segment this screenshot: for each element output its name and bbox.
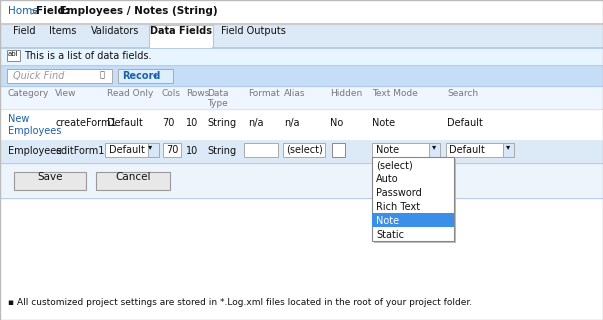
Bar xyxy=(149,25,213,47)
Bar xyxy=(163,143,181,157)
Bar xyxy=(14,172,86,190)
Text: String: String xyxy=(207,118,236,128)
Text: Save: Save xyxy=(37,172,63,182)
Text: Data Fields: Data Fields xyxy=(150,26,212,36)
Text: 10: 10 xyxy=(186,118,198,128)
Bar xyxy=(0,47,603,48)
Text: editForm1: editForm1 xyxy=(55,146,104,156)
Bar xyxy=(0,141,603,163)
Text: Field Outputs: Field Outputs xyxy=(221,26,285,36)
Text: Cols: Cols xyxy=(162,89,181,98)
Bar xyxy=(372,213,454,227)
Text: Quick Find: Quick Find xyxy=(13,71,65,81)
Text: Record: Record xyxy=(122,71,160,81)
Bar xyxy=(0,140,603,141)
Bar xyxy=(503,143,514,157)
Text: ▾: ▾ xyxy=(148,142,152,151)
Bar xyxy=(7,50,20,61)
Bar xyxy=(7,69,112,83)
Text: No: No xyxy=(330,118,343,128)
Text: Rich Text: Rich Text xyxy=(376,202,420,212)
Text: Auto: Auto xyxy=(376,174,399,184)
Text: Employees / Notes (String): Employees / Notes (String) xyxy=(56,6,218,16)
Bar xyxy=(0,25,603,47)
Bar xyxy=(148,143,159,157)
Text: ▾: ▾ xyxy=(432,142,436,151)
Text: 70: 70 xyxy=(166,145,178,155)
Text: Note: Note xyxy=(372,118,395,128)
Text: Search: Search xyxy=(447,89,478,98)
Bar xyxy=(372,143,440,157)
Text: Password: Password xyxy=(376,188,421,198)
Text: Default: Default xyxy=(447,118,483,128)
Text: Default: Default xyxy=(449,145,485,155)
Text: >: > xyxy=(30,6,39,16)
Bar xyxy=(0,66,603,86)
Text: Default: Default xyxy=(107,118,143,128)
Bar xyxy=(0,86,603,87)
Text: ▪ All customized project settings are stored in *.Log.xml files located in the r: ▪ All customized project settings are st… xyxy=(8,298,472,307)
Text: Category: Category xyxy=(8,89,49,98)
Text: Home: Home xyxy=(8,6,39,16)
Bar xyxy=(0,87,603,109)
Bar xyxy=(244,143,278,157)
Text: createForm1: createForm1 xyxy=(55,118,116,128)
Text: 70: 70 xyxy=(162,118,174,128)
Text: Validators: Validators xyxy=(91,26,139,36)
Bar xyxy=(283,143,325,157)
Text: Hidden: Hidden xyxy=(330,89,362,98)
Bar xyxy=(0,109,603,110)
Text: 🔍: 🔍 xyxy=(100,70,105,79)
Text: (select): (select) xyxy=(376,160,412,170)
Text: (select): (select) xyxy=(286,145,323,155)
Text: Field:: Field: xyxy=(36,6,69,16)
Text: Text Mode: Text Mode xyxy=(372,89,418,98)
Text: Default: Default xyxy=(109,145,145,155)
Bar xyxy=(0,0,603,24)
Bar xyxy=(105,143,159,157)
Text: Static: Static xyxy=(376,230,404,240)
Bar xyxy=(372,157,454,241)
Bar xyxy=(0,110,603,140)
Text: n/a: n/a xyxy=(248,118,264,128)
Bar xyxy=(0,164,603,198)
Text: Cancel: Cancel xyxy=(115,172,151,182)
Bar xyxy=(150,46,212,48)
Text: Items: Items xyxy=(49,26,77,36)
Text: New
Employees: New Employees xyxy=(8,114,62,136)
Text: abl: abl xyxy=(8,51,18,57)
Bar xyxy=(332,143,345,157)
Bar xyxy=(0,198,603,199)
Text: n/a: n/a xyxy=(284,118,300,128)
Bar xyxy=(0,23,603,25)
Bar xyxy=(374,159,456,243)
Text: String: String xyxy=(207,146,236,156)
Text: Read Only: Read Only xyxy=(107,89,153,98)
Bar xyxy=(0,23,603,24)
Text: Rows: Rows xyxy=(186,89,209,98)
Text: Field: Field xyxy=(13,26,35,36)
Text: 10: 10 xyxy=(186,146,198,156)
Text: Note: Note xyxy=(376,145,399,155)
Bar xyxy=(0,48,603,65)
Text: View: View xyxy=(55,89,77,98)
Bar xyxy=(429,143,440,157)
Text: Data
Type: Data Type xyxy=(207,89,229,108)
Bar xyxy=(96,172,170,190)
Bar xyxy=(446,143,514,157)
Text: ▾: ▾ xyxy=(506,142,510,151)
Bar xyxy=(0,199,603,320)
Text: ▾: ▾ xyxy=(153,71,157,80)
Text: Employees: Employees xyxy=(8,146,62,156)
Text: Alias: Alias xyxy=(284,89,306,98)
Text: This is a list of data fields.: This is a list of data fields. xyxy=(24,51,151,61)
Text: Format: Format xyxy=(248,89,280,98)
Text: Note: Note xyxy=(376,216,399,226)
Bar xyxy=(0,163,603,164)
Bar xyxy=(0,65,603,66)
Bar xyxy=(118,69,173,83)
